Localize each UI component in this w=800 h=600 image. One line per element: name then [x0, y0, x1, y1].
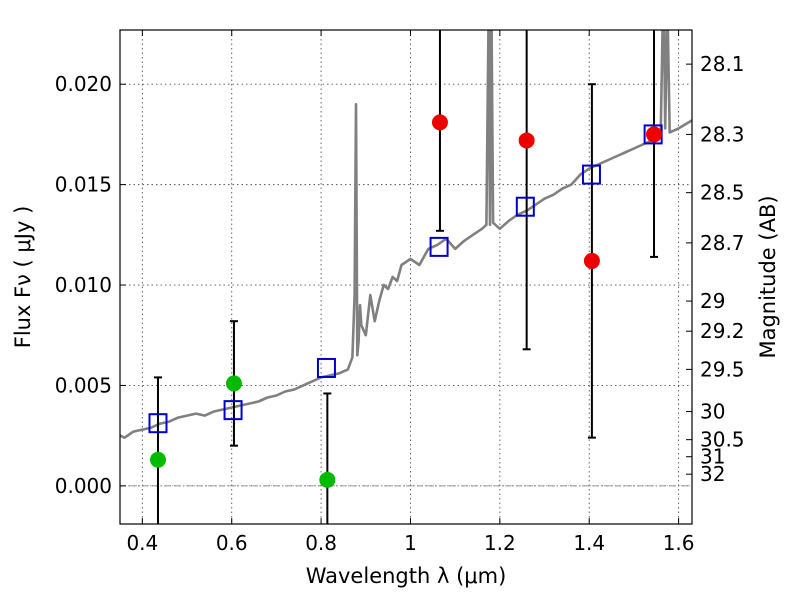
y-tick-label: 0.020	[55, 72, 112, 96]
green-point	[225, 375, 242, 392]
mag-tick-label: 28.3	[700, 122, 745, 146]
x-tick-label: 0.8	[305, 531, 337, 555]
y2-axis-label: Magnitude (AB)	[756, 195, 780, 358]
grid	[120, 30, 692, 524]
model-point	[316, 357, 336, 378]
x-axis-label: Wavelength λ (μm)	[306, 564, 507, 588]
mag-tick-label: 30.5	[700, 428, 745, 452]
y-tick-label: 0.000	[55, 474, 112, 498]
y-tick-label: 0.010	[55, 273, 112, 297]
mag-tick-label: 28.7	[700, 231, 745, 255]
green-point	[319, 471, 336, 488]
x-tick-label: 1.4	[573, 531, 605, 555]
spectrum-line	[120, 30, 692, 440]
model-point	[515, 196, 535, 217]
mag-tick-label: 32	[700, 462, 725, 486]
plot-area	[120, 30, 692, 524]
model-point	[148, 413, 168, 434]
red-point	[583, 252, 600, 269]
x-tick-label: 0.4	[126, 531, 158, 555]
y-tick-label: 0.005	[55, 373, 112, 397]
y-axis-label: Flux Fν ( μJy )	[11, 206, 35, 349]
mag-tick-label: 30	[700, 400, 725, 424]
model-point	[581, 164, 601, 185]
red-point	[518, 132, 535, 149]
red-point	[431, 114, 448, 131]
x-tick-label: 1.2	[484, 531, 516, 555]
green-point	[149, 451, 166, 468]
y-tick-label: 0.015	[55, 173, 112, 197]
red-point	[646, 126, 663, 143]
model-point	[429, 236, 449, 257]
mag-tick-label: 29.5	[700, 357, 745, 381]
x-tick-label: 0.6	[216, 531, 248, 555]
x-tick-label: 1.6	[663, 531, 695, 555]
mag-tick-label: 29.2	[700, 319, 745, 343]
mag-tick-label: 29	[700, 289, 725, 313]
mag-tick-label: 28.1	[700, 52, 745, 76]
plot-frame	[119, 29, 693, 525]
model-point	[223, 400, 243, 421]
mag-tick-label: 28.5	[700, 181, 745, 205]
x-tick-label: 1	[404, 531, 417, 555]
mag-tick-label: 31	[700, 445, 725, 469]
axes-ticks: 0.4 0.6 0.8 1 1.2 1.4 1.6 0.000 0.005 0.010 0.015 0…	[55, 30, 745, 555]
